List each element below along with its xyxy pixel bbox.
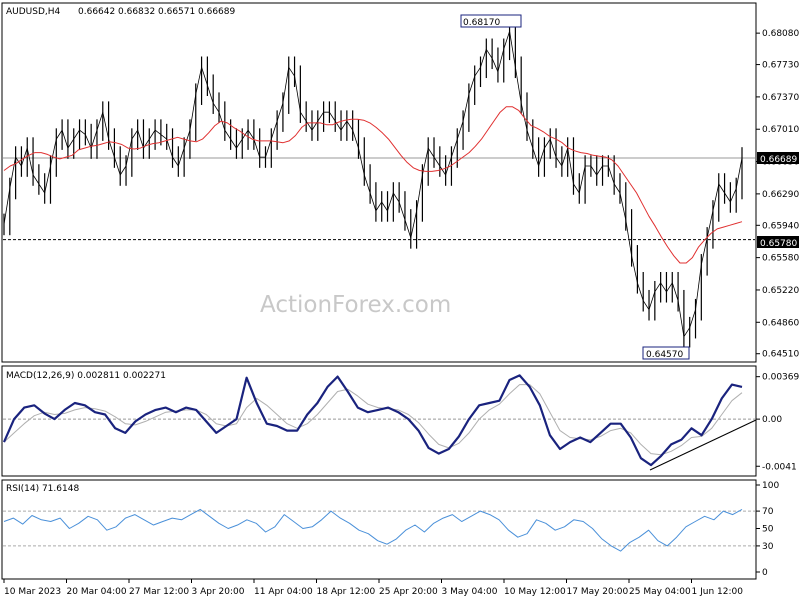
rsi-line xyxy=(3,508,743,552)
macd-axis-tick-label: -0.0041 xyxy=(762,462,797,472)
macd-trendline xyxy=(649,419,757,471)
price-layer: 0.680800.677300.673700.670100.666500.662… xyxy=(3,20,799,360)
level-price-box: 0.65780 xyxy=(757,236,799,249)
x-tick-label: 10 Mar 2023 xyxy=(4,587,61,597)
low-label: 0.64570 xyxy=(642,346,690,360)
macd-signal-line xyxy=(3,384,743,456)
header-high: 0.66832 xyxy=(118,7,155,17)
rsi-axis-tick-label: 50 xyxy=(762,525,774,535)
rsi-axis-tick-label: 0 xyxy=(762,568,768,578)
rsi-axis-tick-label: 30 xyxy=(762,542,774,552)
macd-line xyxy=(2,374,743,467)
price-axis-tick-label: 0.64860 xyxy=(762,318,799,328)
x-tick-label: 1 Jun 12:00 xyxy=(692,587,744,597)
header-open: 0.66642 xyxy=(78,7,115,17)
macd-title: MACD(12,26,9) 0.002811 0.002271 xyxy=(6,371,166,381)
x-tick-label: 25 May 04:00 xyxy=(629,587,691,597)
price-panel-frame xyxy=(1,2,757,363)
x-tick-label: 3 Apr 20:00 xyxy=(192,587,245,597)
x-tick-label: 20 Mar 04:00 xyxy=(67,587,127,597)
rsi-panel-frame xyxy=(1,479,757,580)
header-symbol: AUDUSD,H4 xyxy=(6,7,61,17)
macd-axis-tick-label: 0.00 xyxy=(762,415,782,425)
rsi-axis-tick-label: 100 xyxy=(762,481,779,491)
high-label: 0.68170 xyxy=(460,14,522,28)
x-tick-label: 11 Apr 04:00 xyxy=(254,587,313,597)
header-low: 0.66571 xyxy=(158,7,195,17)
low-label-text: 0.64570 xyxy=(646,350,683,360)
price-axis-tick-label: 0.67370 xyxy=(762,93,799,103)
current-price-text: 0.66689 xyxy=(760,155,797,165)
header-close: 0.66689 xyxy=(198,7,235,17)
x-tick-label: 27 Mar 12:00 xyxy=(129,587,189,597)
x-tick-label: 10 May 12:00 xyxy=(504,587,566,597)
macd-axis-tick-label: 0.003693 xyxy=(762,373,800,383)
price-axis-tick-label: 0.64510 xyxy=(762,350,799,360)
rsi-layer: 100 70 50 30 0 xyxy=(3,481,779,578)
price-axis-tick-label: 0.68080 xyxy=(762,29,799,39)
watermark: ActionForex.com xyxy=(260,292,451,318)
price-axis-tick-label: 0.65580 xyxy=(762,254,799,264)
price-axis-tick-label: 0.65940 xyxy=(762,221,799,231)
level-price-text: 0.65780 xyxy=(760,239,797,249)
rsi-axis-tick-label: 70 xyxy=(762,507,774,517)
price-axis-tick-label: 0.67730 xyxy=(762,61,799,71)
x-tick-label: 17 May 20:00 xyxy=(567,587,629,597)
x-tick-label: 25 Apr 20:00 xyxy=(379,587,438,597)
x-tick-label: 18 Apr 12:00 xyxy=(317,587,376,597)
macd-layer: 0.003693 0.00 -0.0041 xyxy=(2,373,800,472)
macd-panel-frame xyxy=(1,365,757,477)
rsi-title: RSI(14) 71.6148 xyxy=(6,484,79,494)
price-axis-tick-label: 0.67010 xyxy=(762,125,799,135)
moving-average-line xyxy=(3,106,743,264)
price-series-line xyxy=(3,30,743,338)
x-axis: 10 Mar 2023 20 Mar 04:00 27 Mar 12:00 3 Apr… xyxy=(3,579,744,597)
high-label-text: 0.68170 xyxy=(463,18,500,28)
x-tick-label: 3 May 04:00 xyxy=(442,587,498,597)
price-axis-tick-label: 0.66290 xyxy=(762,190,799,200)
current-price-box: 0.66689 xyxy=(757,152,799,165)
price-axis-tick-label: 0.65220 xyxy=(762,286,799,296)
chart-header: AUDUSD,H4 0.66642 0.66832 0.66571 0.6668… xyxy=(6,7,235,17)
